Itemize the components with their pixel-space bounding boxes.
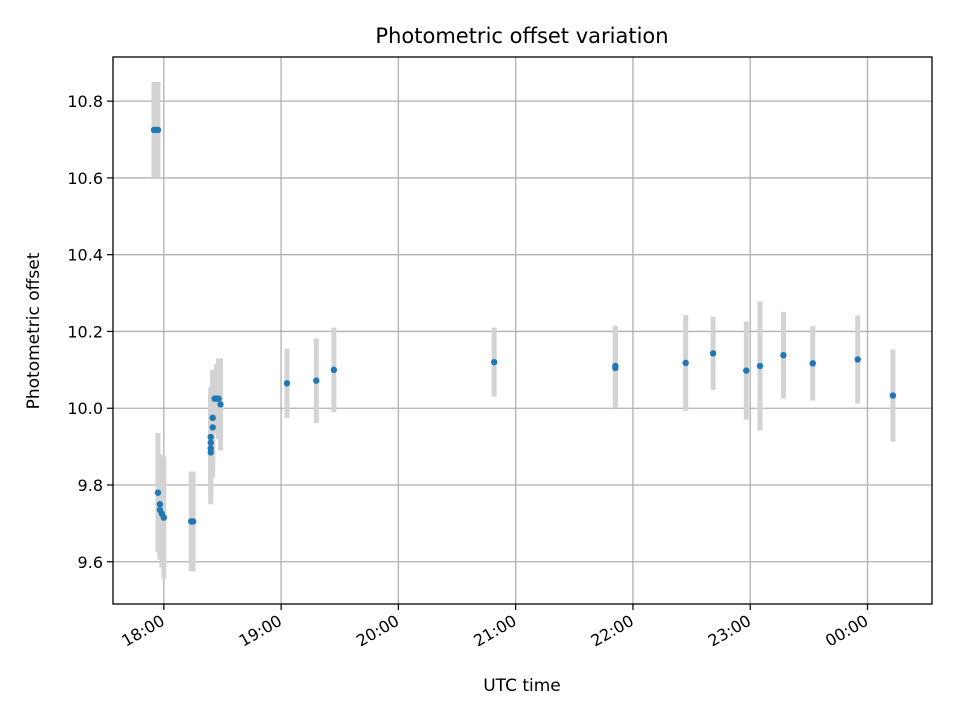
data-point xyxy=(207,445,214,452)
data-point xyxy=(160,514,168,521)
plot-frame xyxy=(112,56,933,605)
y-tick-label: 9.6 xyxy=(78,553,103,572)
data-point xyxy=(189,518,197,525)
chart-title: Photometric offset variation xyxy=(375,24,668,48)
data-point xyxy=(207,433,214,441)
data-point xyxy=(490,358,498,366)
data-point xyxy=(889,392,897,399)
data-point xyxy=(209,424,216,431)
data-point xyxy=(283,380,291,387)
data-point xyxy=(612,364,619,372)
y-axis-label: Photometric offset xyxy=(24,252,44,409)
data-point xyxy=(154,489,162,496)
data-point xyxy=(313,377,320,384)
data-point xyxy=(780,352,787,359)
x-axis-label: UTC time xyxy=(483,676,561,696)
y-tick-label: 9.8 xyxy=(78,476,103,495)
data-point xyxy=(156,500,164,508)
data-point xyxy=(743,367,750,374)
data-point xyxy=(217,401,224,408)
data-point xyxy=(809,360,816,367)
x-tick-label: 21:00 xyxy=(470,611,519,651)
y-tick-label: 10.4 xyxy=(67,246,103,265)
y-tick-label: 10.0 xyxy=(67,399,103,418)
y-tick-label: 10.6 xyxy=(67,169,103,188)
x-tick-label: 22:00 xyxy=(588,611,637,651)
x-tick-label: 19:00 xyxy=(236,611,285,651)
error-bar-layer xyxy=(151,81,896,580)
data-point xyxy=(709,350,717,357)
x-tick-label: 23:00 xyxy=(705,611,754,651)
y-tick-label: 10.8 xyxy=(67,92,103,111)
x-tick-label: 18:00 xyxy=(118,611,167,651)
data-point xyxy=(207,439,214,446)
data-point xyxy=(756,362,764,370)
data-point xyxy=(209,414,216,422)
tick-layer: 18:00 19:00 20:00 21:00 22:00 23:00 00:00 9.6 9.… xyxy=(67,92,871,650)
point-layer xyxy=(150,126,897,525)
data-point xyxy=(330,366,338,374)
x-tick-label: 00:00 xyxy=(822,611,871,651)
data-point xyxy=(215,395,222,402)
x-tick-label: 20:00 xyxy=(353,611,402,651)
y-tick-label: 10.2 xyxy=(67,322,103,341)
data-point xyxy=(154,126,162,134)
data-point xyxy=(682,359,689,367)
data-point xyxy=(854,356,861,363)
grid-layer xyxy=(113,57,932,604)
